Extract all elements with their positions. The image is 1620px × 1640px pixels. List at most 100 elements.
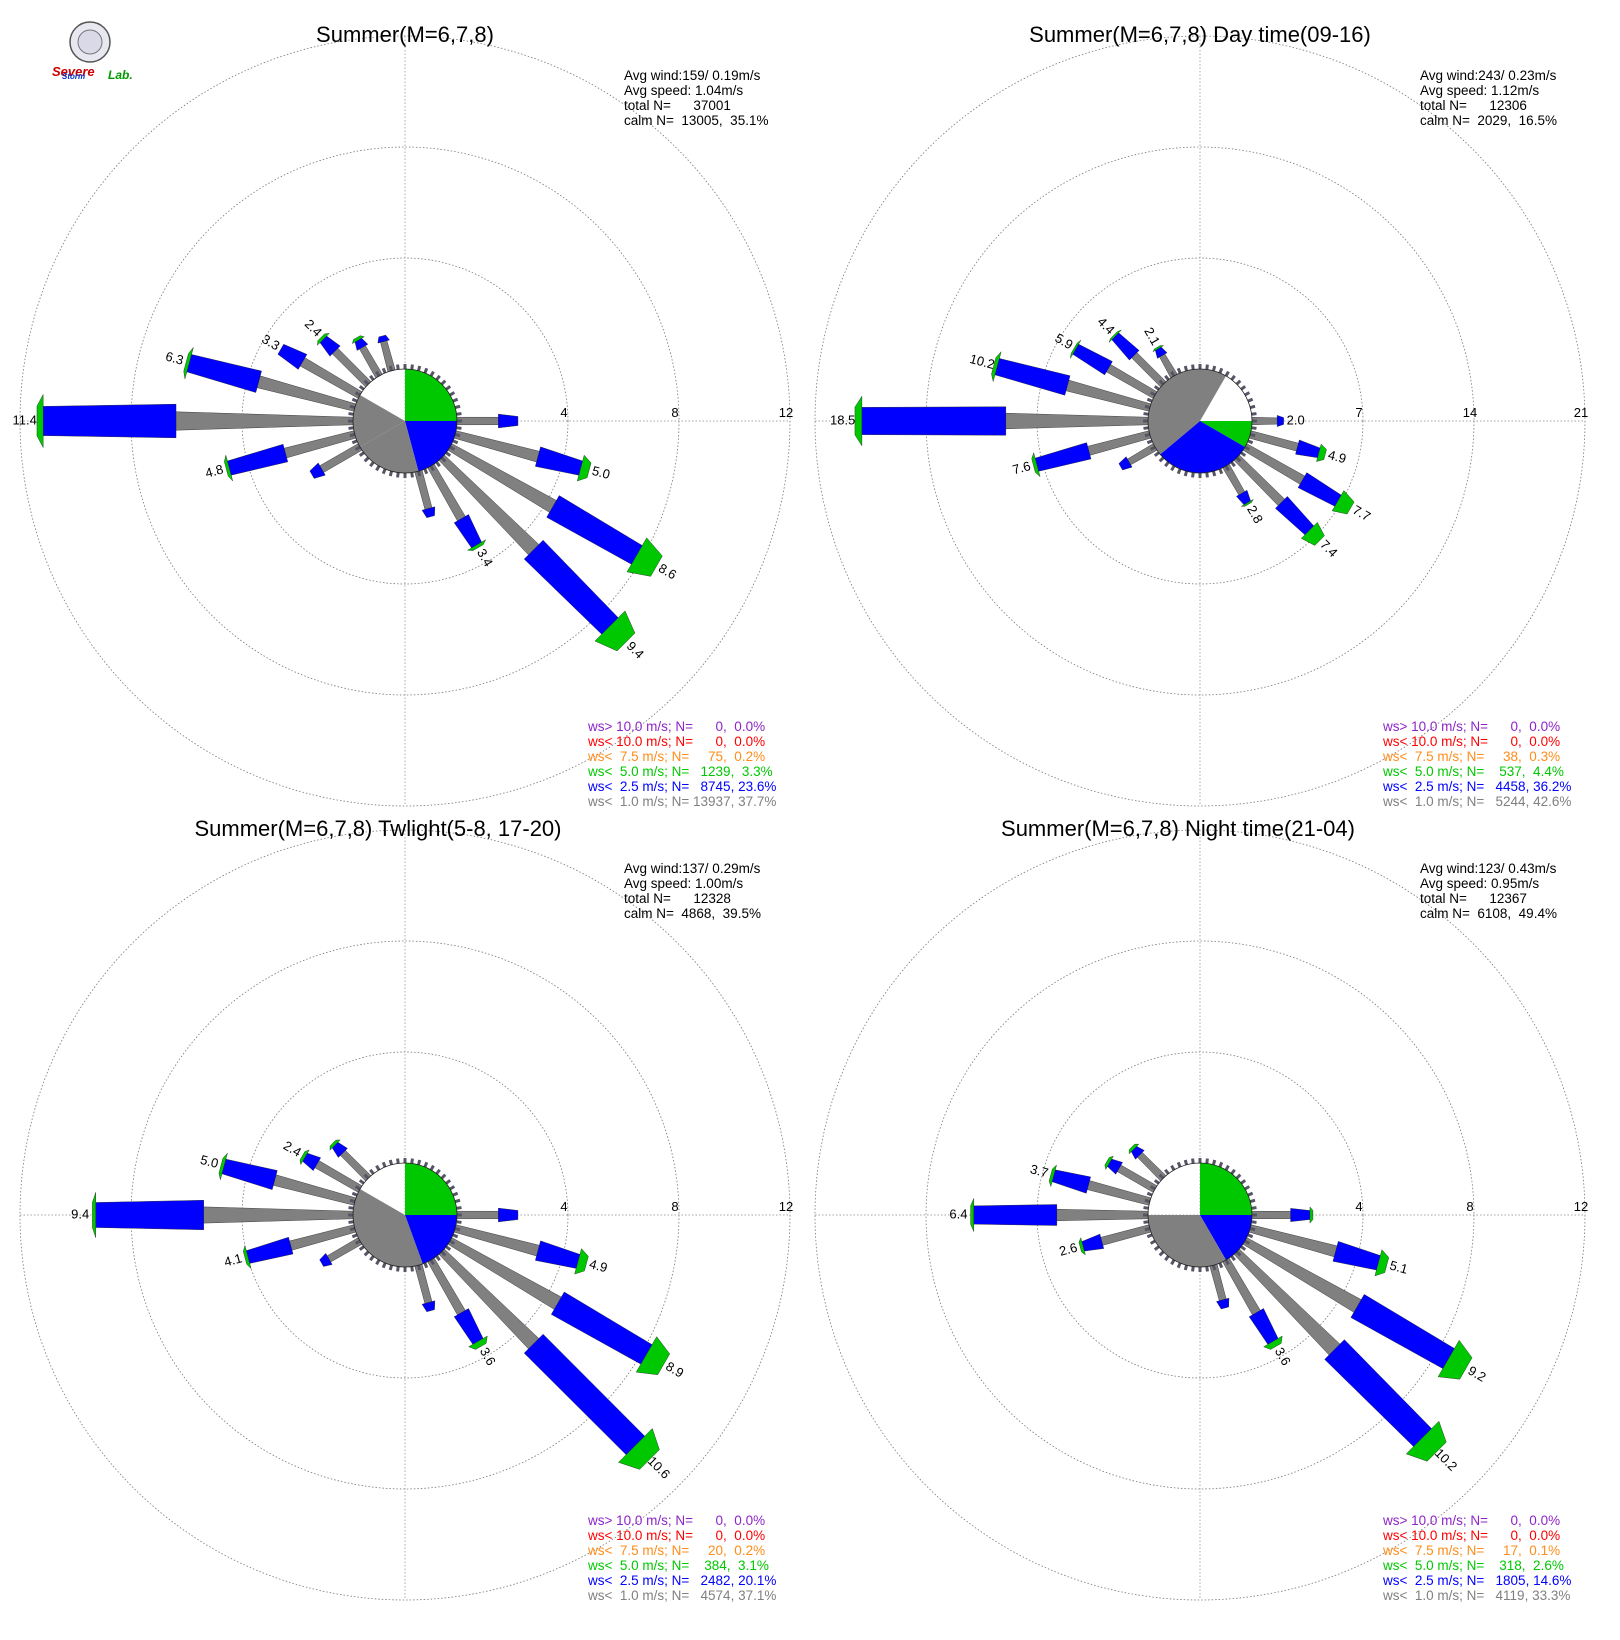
legend-entry: ws< 5.0 m/s; N= 537, 4.4% <box>1382 764 1564 779</box>
bar-value-label: 6.3 <box>164 349 185 368</box>
wind-bar-segment <box>329 1139 341 1151</box>
direction-tick <box>351 439 358 445</box>
wind-bar-segment <box>319 1252 333 1267</box>
direction-tick <box>1244 445 1251 451</box>
direction-tick <box>1240 385 1247 391</box>
direction-tick <box>1146 439 1153 445</box>
direction-tick <box>1247 397 1254 403</box>
bar-value-label: 2.4 <box>281 1138 304 1160</box>
direction-tick <box>381 1262 387 1269</box>
radial-tick-label: 4 <box>1355 1199 1362 1214</box>
logo-text-lab: Lab. <box>108 68 133 82</box>
bar-value-label: 5.9 <box>1053 330 1076 352</box>
wind-bar-segment <box>203 1206 354 1224</box>
wind-bar-segment <box>421 1300 436 1312</box>
wind-bar-segment <box>626 537 663 577</box>
direction-tick <box>1235 1250 1242 1257</box>
bar-value-label: 4.4 <box>1094 314 1117 337</box>
wind-bar-segment <box>1324 1339 1433 1448</box>
direction-tick <box>388 470 393 477</box>
direction-tick <box>1205 1158 1209 1164</box>
direction-tick <box>429 1164 435 1171</box>
legend-entry: ws< 10.0 m/s; N= 0, 0.0% <box>1382 1528 1560 1543</box>
radial-tick-label: 7 <box>1355 405 1362 420</box>
calm-pie-slice <box>1200 1163 1252 1215</box>
direction-tick <box>388 1264 393 1271</box>
legend-entry: ws< 1.0 m/s; N= 13937, 37.7% <box>587 794 776 809</box>
wind-bar-segment <box>1078 1237 1086 1256</box>
direction-tick <box>1183 1264 1188 1271</box>
radial-tick-label: 12 <box>1574 1199 1588 1214</box>
wind-bar-segment <box>498 1207 519 1223</box>
legend-entry: ws< 7.5 m/s; N= 20, 0.2% <box>587 1543 765 1558</box>
direction-tick <box>1158 1173 1165 1180</box>
wind-bar-segment <box>224 455 233 482</box>
wind-bar-segment <box>1051 1169 1091 1194</box>
direction-tick <box>354 1239 361 1245</box>
radial-tick-label: 21 <box>1574 405 1588 420</box>
direction-tick <box>1230 1168 1236 1175</box>
wind-bar-segment <box>1374 1249 1390 1277</box>
direction-tick <box>1170 465 1176 472</box>
direction-tick <box>1235 379 1242 386</box>
severe-storm-lab-logo: Severe Storm Lab. <box>52 21 133 82</box>
direction-tick <box>1249 1198 1256 1203</box>
wind-bar-segment <box>414 1263 433 1304</box>
direction-tick <box>1247 1191 1254 1197</box>
direction-tick <box>440 1173 447 1180</box>
wind-bar-segment <box>1263 1335 1283 1350</box>
direction-tick <box>1183 1159 1188 1166</box>
wind-bar-segment <box>994 358 1071 396</box>
direction-tick <box>349 404 356 409</box>
legend-entry: ws< 5.0 m/s; N= 384, 3.1% <box>587 1558 769 1573</box>
direction-tick <box>456 1220 462 1224</box>
radial-tick-label: 12 <box>779 1199 793 1214</box>
direction-tick <box>454 433 461 438</box>
wind-bar-segment <box>317 333 330 346</box>
direction-tick <box>410 1158 414 1164</box>
direction-tick <box>1230 461 1236 468</box>
direction-tick <box>435 1168 441 1175</box>
direction-tick <box>363 1250 370 1257</box>
wind-bar-segment <box>618 1428 660 1470</box>
bar-value-label: 4.9 <box>588 1256 609 1275</box>
wind-bar-segment <box>574 1248 589 1275</box>
wind-bar-segment <box>1300 521 1325 546</box>
wind-bar-segment <box>991 351 1002 382</box>
stats-line: Avg wind:123/ 0.43m/s <box>1420 861 1557 876</box>
stats-line: calm N= 2029, 16.5% <box>1420 113 1557 128</box>
direction-tick <box>1176 1161 1182 1168</box>
direction-tick <box>1143 426 1149 430</box>
direction-tick <box>454 404 461 409</box>
direction-tick <box>1218 367 1224 374</box>
direction-tick <box>423 1161 429 1168</box>
wind-bar-segment <box>635 1336 670 1376</box>
direction-tick <box>381 367 387 374</box>
direction-tick <box>410 1266 414 1272</box>
direction-tick <box>1218 1262 1224 1269</box>
direction-tick <box>429 465 435 472</box>
direction-tick <box>1164 461 1170 468</box>
direction-tick <box>1212 1264 1217 1271</box>
direction-tick <box>1158 456 1165 463</box>
direction-tick <box>1218 1161 1224 1168</box>
direction-tick <box>435 1255 441 1262</box>
panel-title: Summer(M=6,7,8) Night time(21-04) <box>1001 816 1355 841</box>
bar-value-label: 2.0 <box>1287 412 1305 427</box>
wind-bar-segment <box>498 413 519 429</box>
direction-tick <box>1251 412 1257 416</box>
calm-pie-slice <box>405 1215 457 1264</box>
direction-tick <box>1191 472 1195 478</box>
calm-pie-slice <box>1200 421 1252 447</box>
direction-tick <box>1183 365 1188 372</box>
direction-tick <box>348 1220 354 1224</box>
direction-tick <box>354 1185 361 1191</box>
bar-value-label: 7.6 <box>1011 458 1032 477</box>
direction-tick <box>1158 379 1165 386</box>
wind-bar-segment <box>456 1210 499 1220</box>
wind-bar-segment <box>1081 1233 1104 1252</box>
bar-value-label: 9.2 <box>1465 1363 1488 1385</box>
direction-tick <box>396 1158 400 1164</box>
wind-rose-panel: 7 14 21 18.5 10.2 5.9 4.4 2.1 7.6 2.0 4.9 7.7 7.4 2.8… <box>814 22 1588 809</box>
direction-tick <box>351 1233 358 1239</box>
